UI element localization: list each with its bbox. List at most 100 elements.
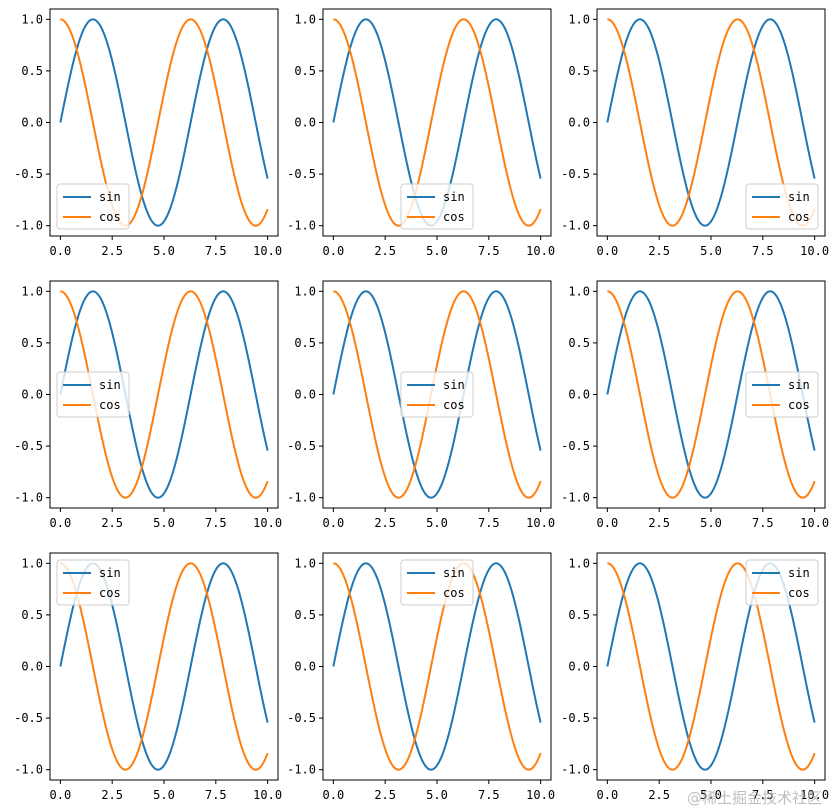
y-tick-label: 1.0 (294, 12, 316, 26)
y-tick-label: 1.0 (294, 556, 316, 570)
x-tick-label: 2.5 (374, 244, 396, 258)
y-tick-label: -0.5 (287, 711, 316, 725)
series-cos-line (607, 562, 816, 771)
x-tick-label: 7.5 (752, 516, 774, 530)
legend-label-sin: sin (443, 566, 465, 580)
x-tick-label: 0.0 (597, 244, 619, 258)
subplot-6: 0.0 2.5 5.0 7.5 10.0 -1.0 -0.5 0.0 0.5 1.0 sin cos (561, 280, 829, 530)
legend: sin cos (745, 371, 819, 418)
series-sin-line (332, 562, 542, 771)
x-tick-label: 5.0 (426, 516, 448, 530)
y-tick-label: 0.0 (21, 116, 43, 130)
legend-label-cos: cos (99, 210, 121, 224)
legend: sin cos (400, 183, 474, 230)
subplot-2: 0.0 2.5 5.0 7.5 10.0 -1.0 -0.5 0.0 0.5 1.0 sin cos (287, 8, 555, 258)
y-tick-label: 1.0 (568, 284, 590, 298)
x-tick-label: 0.0 (323, 516, 345, 530)
y-tick-label: -0.5 (14, 439, 43, 453)
x-tick-label: 2.5 (101, 244, 123, 258)
x-tick-label: 0.0 (50, 244, 72, 258)
y-tick-label: 0.5 (294, 64, 316, 78)
x-tick-label: 7.5 (478, 244, 500, 258)
legend-label-sin: sin (788, 378, 810, 392)
x-tick-label: 5.0 (153, 788, 175, 802)
y-tick-label: 1.0 (568, 556, 590, 570)
x-tick-label: 7.5 (205, 516, 227, 530)
legend: sin cos (745, 183, 819, 230)
series-cos-line (333, 18, 542, 227)
y-tick-label: -1.0 (14, 219, 43, 233)
subplot-9: 0.0 2.5 5.0 7.5 10.0 -1.0 -0.5 0.0 0.5 1.0 sin cos (561, 552, 829, 802)
x-tick-label: 7.5 (752, 244, 774, 258)
x-tick-label: 0.0 (50, 516, 72, 530)
x-tick-label: 2.5 (648, 244, 670, 258)
x-tick-label: 5.0 (153, 516, 175, 530)
y-tick-label: -0.5 (287, 439, 316, 453)
y-tick-label: -0.5 (561, 439, 590, 453)
y-tick-label: -1.0 (287, 763, 316, 777)
x-tick-label: 7.5 (752, 788, 774, 802)
legend-label-sin: sin (99, 566, 121, 580)
y-tick-label: -0.5 (14, 711, 43, 725)
y-tick-label: 0.0 (21, 388, 43, 402)
legend-label-sin: sin (443, 190, 465, 204)
legend-label-sin: sin (788, 190, 810, 204)
x-tick-label: 7.5 (205, 244, 227, 258)
x-tick-label: 10.0 (526, 516, 555, 530)
x-tick-label: 10.0 (526, 244, 555, 258)
x-tick-label: 10.0 (800, 516, 829, 530)
x-tick-label: 10.0 (800, 788, 829, 802)
legend-label-cos: cos (443, 586, 465, 600)
x-tick-label: 7.5 (478, 516, 500, 530)
series-cos-line (333, 562, 542, 771)
y-tick-label: -0.5 (561, 167, 590, 181)
legend: sin cos (56, 371, 130, 418)
x-tick-label: 5.0 (700, 516, 722, 530)
y-tick-label: 0.5 (294, 336, 316, 350)
subplot-8: 0.0 2.5 5.0 7.5 10.0 -1.0 -0.5 0.0 0.5 1.0 sin cos (287, 552, 555, 802)
series-sin-line (59, 18, 269, 227)
legend: sin cos (56, 183, 130, 230)
x-tick-label: 10.0 (526, 788, 555, 802)
legend: sin cos (745, 559, 819, 606)
y-tick-label: 1.0 (21, 12, 43, 26)
y-tick-label: -1.0 (287, 219, 316, 233)
series-cos-line (607, 18, 816, 227)
x-tick-label: 5.0 (153, 244, 175, 258)
legend: sin cos (400, 371, 474, 418)
y-tick-label: -0.5 (561, 711, 590, 725)
y-tick-label: 0.0 (568, 388, 590, 402)
y-tick-label: 0.5 (568, 608, 590, 622)
legend-label-cos: cos (788, 210, 810, 224)
x-tick-label: 5.0 (426, 788, 448, 802)
y-tick-label: -0.5 (14, 167, 43, 181)
x-tick-label: 0.0 (323, 244, 345, 258)
y-tick-label: -1.0 (561, 491, 590, 505)
x-tick-label: 2.5 (374, 788, 396, 802)
legend-label-cos: cos (788, 586, 810, 600)
subplot-7: 0.0 2.5 5.0 7.5 10.0 -1.0 -0.5 0.0 0.5 1.0 sin cos (14, 552, 282, 802)
y-tick-label: 0.0 (21, 660, 43, 674)
series-sin-line (332, 290, 542, 499)
y-tick-label: 0.5 (21, 336, 43, 350)
y-tick-label: 1.0 (21, 284, 43, 298)
y-tick-label: -1.0 (14, 763, 43, 777)
legend-label-cos: cos (443, 210, 465, 224)
y-tick-label: 0.0 (294, 660, 316, 674)
legend: sin cos (400, 559, 474, 606)
legend-label-sin: sin (99, 190, 121, 204)
series-cos-line (333, 290, 542, 499)
legend-label-sin: sin (99, 378, 121, 392)
x-tick-label: 0.0 (597, 788, 619, 802)
x-tick-label: 10.0 (253, 244, 282, 258)
y-tick-label: 0.0 (568, 116, 590, 130)
x-tick-label: 2.5 (648, 788, 670, 802)
x-tick-label: 5.0 (700, 244, 722, 258)
subplot-1: 0.0 2.5 5.0 7.5 10.0 -1.0 -0.5 0.0 0.5 1.0 sin cos (14, 8, 282, 258)
x-tick-label: 2.5 (101, 788, 123, 802)
y-tick-label: 1.0 (294, 284, 316, 298)
x-tick-label: 2.5 (374, 516, 396, 530)
legend: sin cos (56, 559, 130, 606)
x-tick-label: 0.0 (323, 788, 345, 802)
